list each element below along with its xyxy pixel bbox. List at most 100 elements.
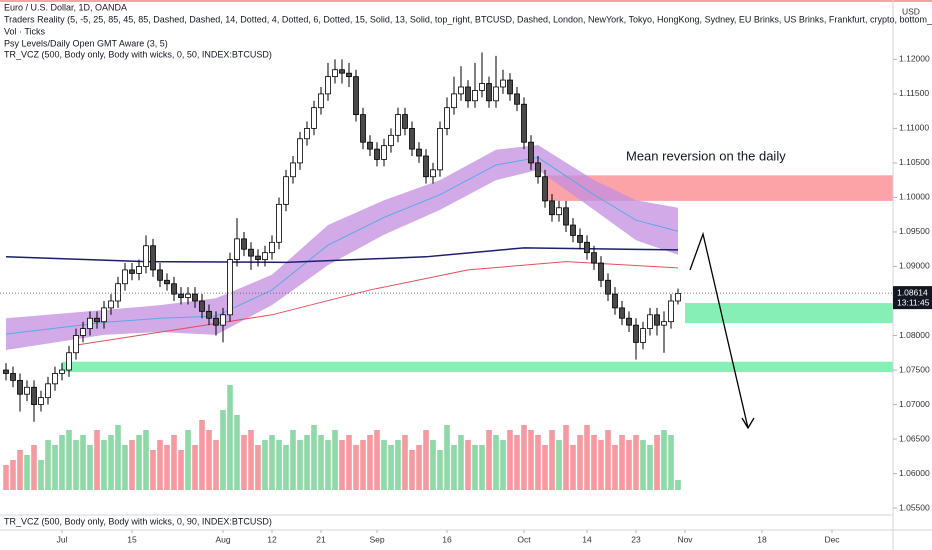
volume-bar xyxy=(178,450,184,490)
volume-bar xyxy=(311,425,317,490)
volume-bar xyxy=(367,435,373,490)
last-price-label: 1.08614 xyxy=(897,287,928,297)
volume-bar xyxy=(479,445,485,490)
volume-bar xyxy=(465,440,471,490)
candle-body xyxy=(150,245,156,271)
volume-bar xyxy=(486,430,492,490)
volume-bar xyxy=(213,440,219,490)
candle-body xyxy=(262,252,268,260)
volume-bar xyxy=(591,435,597,490)
volume-bar xyxy=(409,450,415,490)
y-tick-label: 1.09000 xyxy=(899,261,930,271)
candle-body xyxy=(234,238,240,260)
volume-bar xyxy=(668,435,674,490)
x-tick-label: Sep xyxy=(369,534,384,544)
y-tick-label: 1.11000 xyxy=(899,123,929,133)
candle-body xyxy=(311,107,317,129)
candle-body xyxy=(129,269,135,274)
indicator-label: Psy Levels/Daily Open GMT Aware (3, 5) xyxy=(4,38,168,48)
volume-bar xyxy=(276,440,282,490)
candle-body xyxy=(563,207,569,226)
volume-bar xyxy=(164,445,170,490)
candle-body xyxy=(584,241,590,254)
volume-bar xyxy=(318,435,324,490)
volume-bar xyxy=(73,440,79,490)
x-tick-label: 21 xyxy=(316,534,326,544)
volume-bar xyxy=(381,440,387,490)
candle-body xyxy=(647,314,653,330)
volume-bar xyxy=(493,435,499,490)
volume-bar xyxy=(521,425,527,490)
candle-body xyxy=(507,79,513,95)
volume-bar xyxy=(605,430,611,490)
candle-body xyxy=(87,317,93,330)
candle-body xyxy=(199,300,205,312)
candle-body xyxy=(640,328,646,343)
last-price-box xyxy=(893,286,932,310)
volume-bar xyxy=(500,440,506,490)
candle-body xyxy=(38,397,44,405)
candle-body xyxy=(535,162,541,178)
y-tick-label: 1.06000 xyxy=(899,468,930,478)
volume-bar xyxy=(45,440,51,490)
volume-bar xyxy=(423,430,429,490)
ema-ribbon xyxy=(6,144,678,351)
y-tick-label: 1.10000 xyxy=(899,192,930,202)
candle-body xyxy=(626,317,632,326)
volume-bar xyxy=(451,445,457,490)
volume-bar xyxy=(59,435,65,490)
x-tick-label: Oct xyxy=(517,534,531,544)
candle-body xyxy=(486,83,492,102)
candle-body xyxy=(633,324,639,343)
candle-body xyxy=(591,252,597,264)
volume-bar xyxy=(528,430,534,490)
x-tick-label: Dec xyxy=(824,534,840,544)
candle-body xyxy=(206,310,212,319)
volume-bar xyxy=(458,435,464,490)
candle-body xyxy=(59,369,65,374)
volume-bar xyxy=(675,480,681,490)
volume-bar xyxy=(437,450,443,490)
volume-bar xyxy=(115,425,121,490)
candle-body xyxy=(101,307,107,323)
candle-body xyxy=(213,317,219,326)
candle-body xyxy=(605,279,611,295)
candle-body xyxy=(409,128,415,150)
volume-bar xyxy=(220,410,226,490)
volume-bar xyxy=(66,430,72,490)
candle-body xyxy=(325,76,331,95)
volume-bar xyxy=(542,445,548,490)
candle-body xyxy=(255,255,261,260)
x-tick-label: 23 xyxy=(631,534,641,544)
indicator-label: Traders Reality (5, -5, 25, 85, 45, 85, … xyxy=(4,14,932,24)
candle-body xyxy=(451,93,457,109)
candle-body xyxy=(668,300,674,323)
candle-body xyxy=(577,235,583,243)
candle-body xyxy=(374,148,380,160)
candle-body xyxy=(549,200,555,216)
candle-body xyxy=(402,114,408,129)
candle-body xyxy=(136,266,142,274)
arrow-head xyxy=(741,417,755,430)
volume-bar xyxy=(647,445,653,490)
volume-bar xyxy=(108,435,114,490)
candle-body xyxy=(444,107,450,129)
candle-body xyxy=(619,307,625,319)
candle-body xyxy=(388,134,394,147)
volume-bar xyxy=(507,430,513,490)
candle-body xyxy=(521,103,527,143)
candle-body xyxy=(318,93,324,109)
candle-body xyxy=(395,114,401,136)
volume-bar xyxy=(395,440,401,490)
volume-bar xyxy=(262,440,268,490)
candle-body xyxy=(304,128,310,140)
y-tick-label: 1.12000 xyxy=(899,54,930,64)
volume-bar xyxy=(171,435,177,490)
volume-bar xyxy=(549,430,555,490)
candle-body xyxy=(514,93,520,105)
long-ma-line xyxy=(5,247,679,264)
volume-bar xyxy=(87,445,93,490)
candle-body xyxy=(367,141,373,150)
volume-bar xyxy=(52,445,58,490)
volume-bar xyxy=(402,435,408,490)
